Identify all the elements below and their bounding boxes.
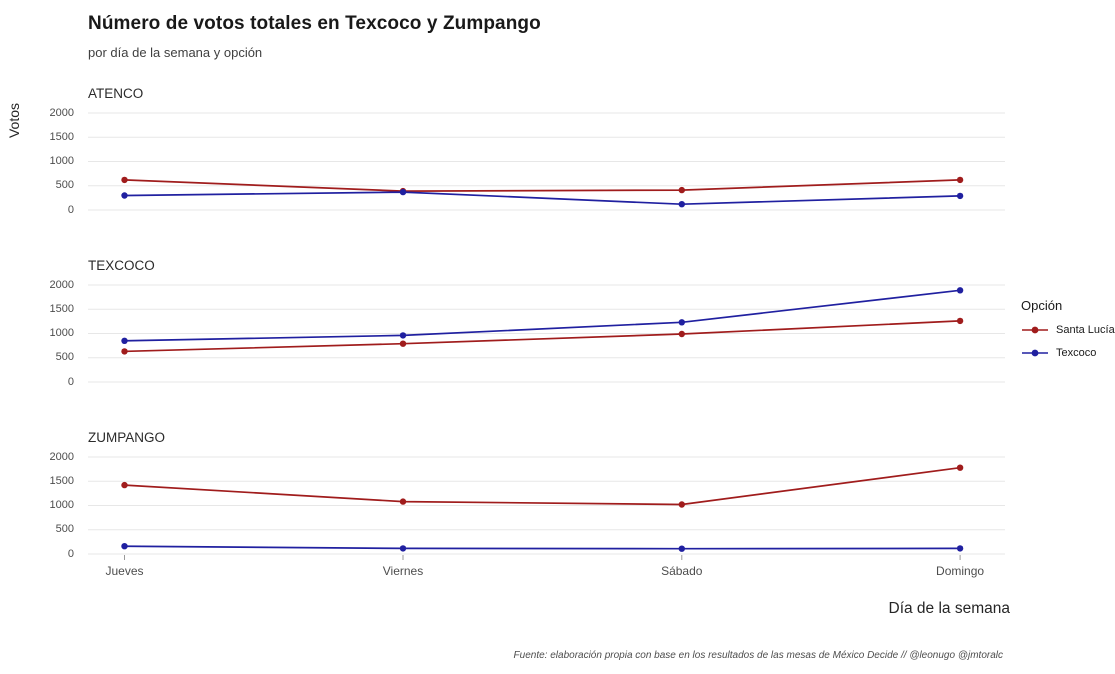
y-axis-label: Votos (6, 103, 22, 139)
facet-strip-texcoco: TEXCOCO (88, 258, 155, 273)
source-caption: Fuente: elaboración propia con base en l… (513, 650, 1003, 661)
y-tick-label: 1000 (49, 499, 74, 511)
y-tick-label: 2000 (49, 450, 74, 463)
y-tick-label: 1500 (49, 474, 74, 487)
y-tick-label: 500 (55, 179, 74, 192)
y-tick-label: 2000 (49, 278, 74, 291)
facet-strip-zumpango: ZUMPANGO (88, 430, 165, 445)
y-tick-label: 0 (67, 203, 74, 216)
page-title: Número de votos totales en Texcoco y Zum… (88, 13, 541, 34)
y-tick-label: 0 (67, 375, 74, 388)
legend-title: Opción (1021, 298, 1063, 313)
y-axis-ticks-zumpango: 0 500 1000 1500 2000 (40, 449, 82, 561)
y-tick-label: 1000 (49, 327, 74, 339)
x-tick-label: Jueves (105, 564, 144, 578)
legend: Opción Santa Lucía Texcoco (1021, 298, 1115, 369)
y-tick-label: 1500 (49, 302, 74, 315)
y-tick-label: 1000 (49, 155, 74, 167)
y-tick-label: 2000 (49, 106, 74, 119)
x-tick-label: Viernes (382, 564, 424, 578)
x-tick-label: Sábado (661, 564, 703, 578)
x-tick-label: Domingo (936, 564, 985, 578)
legend-item: Texcoco (1021, 346, 1115, 360)
chart-panel-texcoco (88, 284, 1005, 383)
legend-key-santa-lucia-icon (1022, 326, 1048, 334)
x-axis-ticks: Jueves Viernes Sábado Domingo (88, 564, 1005, 580)
y-axis-ticks-texcoco: 0 500 1000 1500 2000 (40, 277, 82, 389)
legend-item-label: Santa Lucía (1056, 324, 1115, 336)
chart-panel-atenco (88, 112, 1005, 211)
chart-panel-zumpango (88, 456, 1005, 560)
legend-key-texcoco-icon (1022, 349, 1048, 357)
y-tick-label: 500 (55, 351, 74, 364)
legend-item: Santa Lucía (1021, 323, 1115, 337)
y-tick-label: 1500 (49, 130, 74, 143)
legend-item-label: Texcoco (1056, 347, 1097, 359)
x-axis-label: Día de la semana (888, 600, 1011, 617)
y-tick-label: 500 (55, 523, 74, 536)
y-axis-ticks-atenco: 0 500 1000 1500 2000 (40, 105, 82, 217)
facet-strip-atenco: ATENCO (88, 86, 144, 101)
y-tick-label: 0 (67, 547, 74, 560)
page-subtitle: por día de la semana y opción (88, 45, 263, 60)
